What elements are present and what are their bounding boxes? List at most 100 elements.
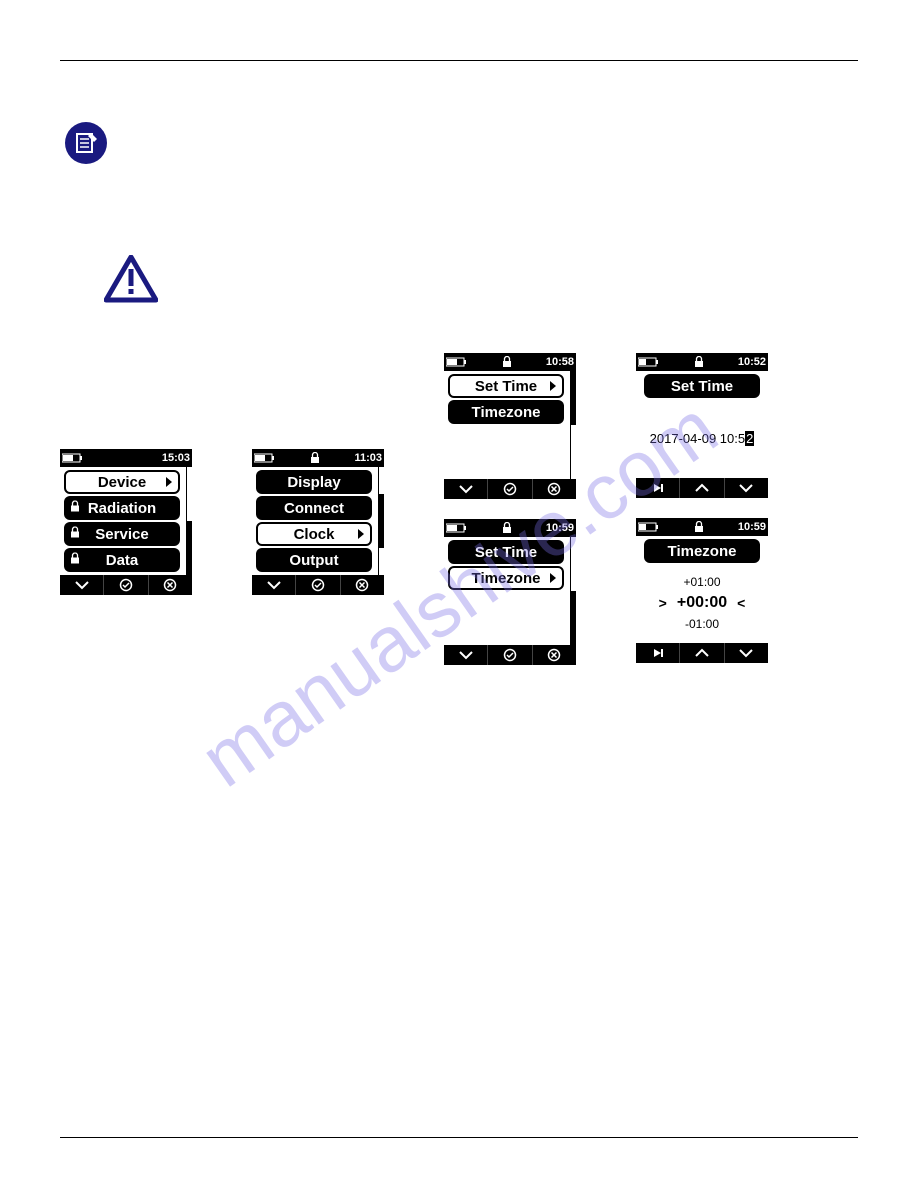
status-time: 15:03 [162,452,190,464]
arrow-right-icon [550,381,556,391]
soft-keys [444,479,576,499]
softkey-ok[interactable] [104,575,148,595]
content-area: +01:00 > +00:00 < -01:00 [636,563,768,643]
softkey-next[interactable] [636,643,680,663]
caret-right-icon: < [737,593,745,614]
softkey-down[interactable] [444,479,488,499]
lock-icon [70,552,80,569]
menu-item-timezone[interactable]: Timezone [448,400,564,424]
soft-keys [636,478,768,498]
softkey-down[interactable] [252,575,296,595]
menu-label: Timezone [472,570,541,587]
status-time: 10:52 [738,356,766,368]
soft-keys [252,575,384,595]
bottom-rule [60,1137,858,1138]
softkey-next[interactable] [636,478,680,498]
softkey-cancel[interactable] [149,575,192,595]
softkey-ok[interactable] [488,479,532,499]
lock-icon [502,356,512,368]
screen-title: Set Time [644,374,760,398]
menu-item-timezone[interactable]: Timezone [448,566,564,590]
menu-label: Output [289,552,338,569]
softkey-down[interactable] [725,643,768,663]
datetime-cursor: 2 [745,431,754,446]
screen-device-menu: 11:03 Display Connect Clock Output [252,449,384,595]
menu-item-settime[interactable]: Set Time [448,374,564,398]
menu-item-clock[interactable]: Clock [256,522,372,546]
scrollbar[interactable] [186,467,192,575]
menu-item-output[interactable]: Output [256,548,372,572]
softkey-cancel[interactable] [533,479,576,499]
lock-icon [694,356,704,368]
tz-option-selected: +00:00 [677,591,727,615]
status-time: 10:59 [738,521,766,533]
menu-item-connect[interactable]: Connect [256,496,372,520]
status-bar: 11:03 [252,449,384,467]
menu-item-display[interactable]: Display [256,470,372,494]
screen-timezone-editor: 10:59 Timezone +01:00 > +00:00 < -01:00 [636,518,768,663]
lock-icon [502,522,512,534]
menu-item-service[interactable]: Service [64,522,180,546]
status-bar: 10:59 [636,518,768,536]
soft-keys [444,645,576,665]
menu-label: Set Time [475,544,537,561]
battery-icon [254,453,276,463]
arrow-right-icon [550,573,556,583]
lock-icon [70,500,80,517]
title-label: Set Time [671,378,733,395]
tz-option-above: +01:00 [659,573,746,591]
menu-item-radiation[interactable]: Radiation [64,496,180,520]
caret-left-icon: > [659,593,667,614]
softkey-up[interactable] [680,478,724,498]
softkey-cancel[interactable] [341,575,384,595]
lock-icon [310,452,320,464]
battery-icon [62,453,84,463]
lock-icon [694,521,704,533]
battery-icon [638,522,660,532]
menu-body: Device Radiation Service Data [60,467,192,575]
top-rule [60,60,858,61]
menu-body: Set Time Timezone [444,371,576,479]
softkey-ok[interactable] [488,645,532,665]
timezone-picker[interactable]: +01:00 > +00:00 < -01:00 [659,573,746,633]
screen-clock-settime: 10:58 Set Time Timezone [444,353,576,499]
menu-body: Set Time Timezone [444,537,576,645]
soft-keys [636,643,768,663]
status-time: 11:03 [354,452,382,464]
status-bar: 15:03 [60,449,192,467]
status-bar: 10:52 [636,353,768,371]
softkey-cancel[interactable] [533,645,576,665]
soft-keys [60,575,192,595]
screen-set-time-editor: 10:52 Set Time 2017-04-09 10:52 [636,353,768,498]
tz-option-below: -01:00 [659,615,746,633]
datetime-editor[interactable]: 2017-04-09 10:52 [650,431,755,446]
softkey-down[interactable] [725,478,768,498]
scrollbar[interactable] [378,467,384,575]
menu-item-data[interactable]: Data [64,548,180,572]
menu-label: Device [98,474,146,491]
battery-icon [446,357,468,367]
status-bar: 10:58 [444,353,576,371]
scrollbar[interactable] [570,537,576,645]
menu-label: Connect [284,500,344,517]
menu-body: Display Connect Clock Output [252,467,384,575]
menu-item-settime[interactable]: Set Time [448,540,564,564]
menu-label: Timezone [472,404,541,421]
content-area: 2017-04-09 10:52 [636,398,768,478]
menu-label: Clock [294,526,335,543]
datetime-prefix: 2017-04-09 10:5 [650,431,745,446]
menu-item-device[interactable]: Device [64,470,180,494]
softkey-ok[interactable] [296,575,340,595]
screen-main-menu: 15:03 Device Radiation Service [60,449,192,595]
scrollbar[interactable] [570,371,576,479]
softkey-down[interactable] [444,645,488,665]
arrow-right-icon [166,477,172,487]
status-bar: 10:59 [444,519,576,537]
menu-label: Display [287,474,340,491]
softkey-down[interactable] [60,575,104,595]
status-time: 10:59 [546,522,574,534]
lock-icon [70,526,80,543]
battery-icon [638,357,660,367]
softkey-up[interactable] [680,643,724,663]
arrow-right-icon [358,529,364,539]
